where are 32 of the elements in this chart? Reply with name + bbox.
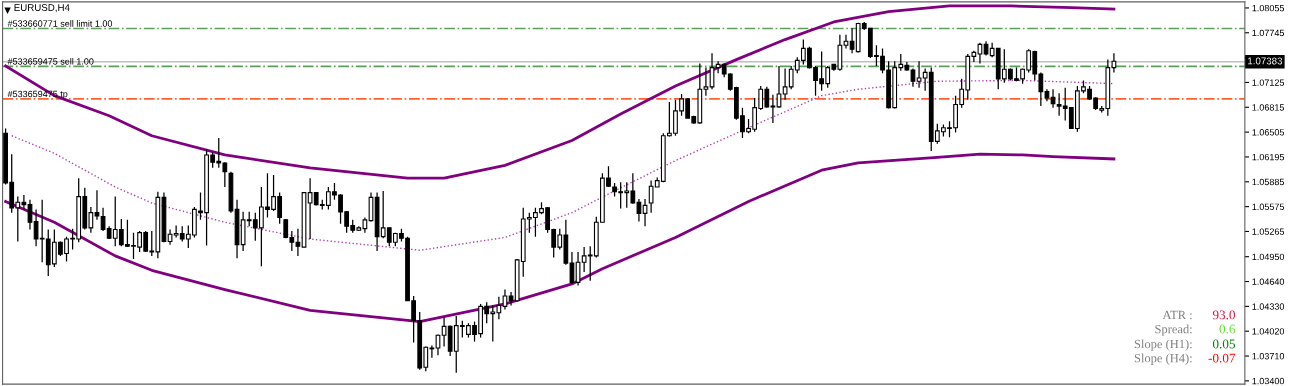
y-tick-label: 1.03400 — [1252, 377, 1285, 385]
y-tick-label: 1.04020 — [1252, 328, 1285, 335]
y-tick-label: 1.05575 — [1252, 203, 1285, 210]
annotation: 0.05 — [1212, 339, 1236, 349]
y-tick-label: 1.07125 — [1252, 79, 1285, 86]
annotation: Slope (H1): — [1134, 339, 1192, 351]
annotation: -0.07 — [1208, 353, 1236, 363]
annotation: Slope (H4): — [1134, 353, 1192, 365]
y-tick-label: 1.08055 — [1252, 4, 1285, 12]
ref-line-label: 1.07383 — [1248, 57, 1283, 65]
line-series — [4, 4, 1116, 180]
y-tick-label: 1.06815 — [1252, 104, 1285, 111]
candlestick — [1050, 88, 1056, 109]
candlestick — [642, 198, 648, 227]
ref-line-label: #533660771 sell limit 1.00 — [7, 20, 113, 27]
y-tick-label: 1.06195 — [1252, 153, 1285, 161]
y-tick-label: 1.05265 — [1252, 228, 1285, 235]
y-tick-label: 1.04640 — [1252, 278, 1285, 285]
annotation: 93.0 — [1212, 310, 1236, 320]
y-tick-label: 1.05885 — [1252, 178, 1285, 186]
annotation: 0.6 — [1219, 324, 1236, 334]
y-tick-label: 1.04330 — [1252, 303, 1285, 310]
chart-title: EURUSD,H4 — [14, 4, 70, 13]
annotation: Spread: — [1155, 324, 1192, 336]
candlestick — [776, 65, 782, 109]
annotation: ATR : — [1162, 310, 1192, 320]
y-tick-label: 1.06505 — [1252, 129, 1285, 136]
y-tick-label: 1.04950 — [1252, 253, 1285, 261]
y-tick-label: 1.03710 — [1252, 353, 1285, 360]
y-tick-label: 1.07745 — [1252, 29, 1285, 37]
ref-line-label: #533659475 sell 1.00 — [7, 58, 94, 65]
line-series — [4, 152, 1116, 323]
